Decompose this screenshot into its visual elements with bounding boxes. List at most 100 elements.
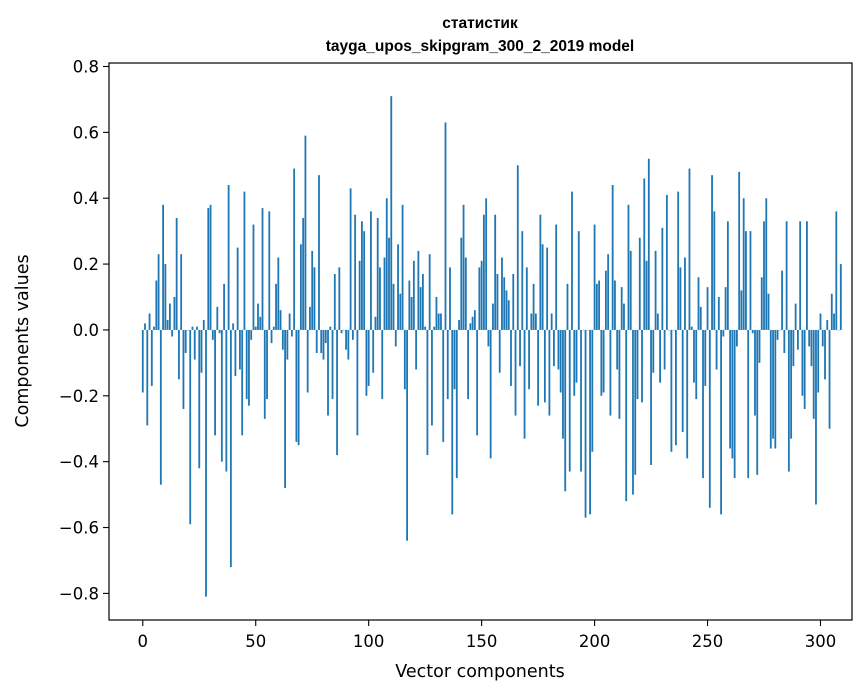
bar-23	[193, 329, 196, 360]
bar-59	[275, 283, 277, 330]
bar-14	[173, 297, 176, 330]
bar-303	[826, 320, 829, 330]
bar-32	[214, 329, 216, 436]
bar-49	[252, 224, 255, 330]
bar-154	[489, 329, 492, 459]
bar-123	[419, 287, 422, 330]
bar-75	[311, 250, 314, 330]
bar-104	[376, 217, 379, 330]
bar-218	[634, 329, 637, 475]
bar-152	[485, 198, 488, 330]
bar-293	[803, 329, 806, 409]
bar-1	[144, 323, 146, 330]
bar-283	[781, 270, 783, 330]
bar-144	[467, 329, 469, 400]
bar-167	[519, 329, 521, 367]
bar-240	[684, 257, 686, 330]
bar-2	[146, 329, 149, 426]
bar-189	[568, 329, 571, 472]
bar-169	[523, 329, 526, 439]
y-tick-label: 0.8	[73, 57, 99, 76]
bar-64	[286, 329, 289, 360]
bar-224	[647, 158, 650, 330]
bar-93	[351, 329, 354, 340]
bar-219	[636, 329, 639, 400]
bar-251	[708, 329, 711, 508]
bar-295	[808, 329, 811, 347]
bar-236	[675, 329, 677, 446]
bar-228	[656, 313, 659, 330]
bar-271	[754, 329, 756, 416]
bar-162	[507, 300, 510, 330]
bar-171	[528, 329, 530, 390]
bar-84	[331, 329, 334, 400]
bar-111	[392, 283, 395, 330]
bar-164	[512, 273, 515, 330]
bar-41	[234, 329, 237, 377]
bar-18	[182, 329, 185, 409]
bar-206	[607, 254, 610, 330]
bar-299	[817, 329, 820, 393]
bar-54	[263, 329, 266, 419]
bar-40	[232, 323, 235, 330]
bar-191	[573, 329, 576, 396]
bar-125	[424, 326, 427, 330]
bar-97	[361, 221, 363, 330]
bar-137	[451, 329, 454, 515]
bar-19	[184, 329, 187, 353]
bar-56	[268, 211, 271, 330]
bar-198	[589, 329, 591, 515]
y-tick-label: −0.2	[59, 387, 99, 406]
bar-86	[336, 329, 338, 456]
bar-280	[774, 329, 777, 449]
bar-121	[415, 329, 418, 370]
bar-284	[783, 329, 786, 353]
bar-254	[715, 329, 718, 370]
bar-131	[437, 313, 440, 330]
bar-244	[693, 329, 695, 383]
bar-128	[431, 329, 433, 426]
bar-309	[839, 264, 842, 330]
bar-129	[433, 326, 436, 330]
bar-270	[751, 329, 754, 334]
bar-79	[320, 329, 323, 353]
bar-237	[677, 191, 680, 330]
bar-168	[521, 231, 524, 330]
bar-151	[482, 214, 485, 330]
bar-136	[449, 267, 451, 330]
bar-68	[295, 329, 298, 442]
bar-177	[541, 244, 544, 330]
bar-148	[476, 329, 479, 436]
bar-262	[733, 329, 736, 479]
bar-178	[543, 329, 546, 403]
bar-4	[150, 329, 153, 386]
bar-126	[426, 329, 429, 456]
bar-116	[403, 329, 406, 390]
bar-80	[322, 329, 325, 360]
bar-217	[632, 329, 634, 495]
bar-248	[702, 329, 704, 479]
bar-232	[665, 194, 668, 330]
x-tick-label: 50	[245, 632, 266, 651]
bar-238	[679, 267, 682, 330]
bar-90	[345, 329, 347, 350]
bar-98	[363, 231, 366, 330]
bar-305	[830, 293, 833, 330]
bar-83	[329, 326, 332, 330]
bar-6	[155, 280, 158, 330]
bar-88	[340, 329, 343, 334]
bar-36	[223, 283, 225, 330]
bar-37	[225, 329, 228, 472]
bar-255	[717, 297, 720, 330]
bar-202	[598, 280, 601, 330]
bar-70	[300, 244, 302, 330]
bar-99	[365, 329, 368, 396]
bar-7	[157, 254, 160, 330]
bar-9	[162, 204, 165, 330]
bar-74	[309, 306, 311, 330]
bar-252	[711, 175, 713, 330]
bar-200	[593, 224, 596, 330]
bar-53	[261, 208, 264, 330]
bar-231	[663, 329, 666, 370]
